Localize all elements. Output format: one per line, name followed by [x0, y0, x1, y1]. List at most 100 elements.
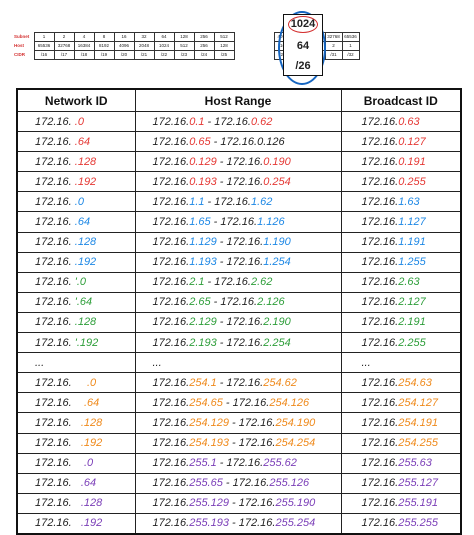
ref-cell: /21 [133, 50, 155, 60]
highlighted-value: 254.191 [398, 416, 438, 429]
table-row: 172.16. .192 172.16.1.193 - 172.16.1.254 1… [16, 251, 462, 273]
ref-row-label: CIDR [14, 52, 25, 57]
value-text: ... [361, 356, 371, 369]
value-text: 172.16. [361, 115, 399, 128]
value-text: 172.16. [35, 396, 84, 409]
host-range-cell: 172.16.255.65 - 172.16.255.126 [134, 472, 342, 494]
highlighted-value: 0.255 [398, 175, 426, 188]
broadcast-id-cell: 172.16.2.127 [340, 291, 462, 313]
highlighted-value: 0.127 [398, 135, 426, 148]
value-text: 172.16. [361, 276, 399, 289]
table-row: 172.16. .0 172.16.255.1 - 172.16.255.62 17… [16, 452, 462, 474]
value-text: 172.16. [361, 236, 399, 249]
value-text: 172.16. [35, 477, 81, 490]
value-text: 172.16. [361, 256, 399, 269]
table-row: 172.16. .192 172.16.254.193 - 172.16.254.… [16, 432, 462, 454]
broadcast-id-cell: 172.16.1.63 [340, 191, 462, 213]
highlight-oval [278, 11, 326, 85]
value-text: 172.16. [361, 416, 399, 429]
ref-row-label: Host [14, 43, 24, 48]
table-row: 172.16. .64 172.16.255.65 - 172.16.255.12… [16, 472, 462, 494]
network-id-cell: ... [16, 352, 136, 374]
value-text: - 172.16. [228, 437, 276, 450]
ref-cell: /32 [341, 50, 360, 60]
highlighted-value: 0.129 [189, 155, 217, 168]
host-range-cell: 172.16.0.129 - 172.16.0.190 [134, 151, 342, 173]
ref-cell: /24 [193, 50, 215, 60]
highlighted-value: 255.65 [189, 477, 223, 490]
table-row: 172.16. .64 172.16.1.65 - 172.16.1.126 172… [16, 211, 462, 233]
value-text: ... [152, 356, 162, 369]
highlighted-value: '.192 [74, 336, 99, 349]
value-text: 172.16. [152, 437, 190, 450]
table-row: 172.16. '.64 172.16.2.65 - 172.16.2.126 17… [16, 291, 462, 313]
broadcast-id-cell: 172.16.2.191 [340, 311, 462, 334]
highlighted-value: 1.191 [398, 236, 426, 249]
value-text: 172.16. [35, 256, 75, 269]
value-text: 172.16. [152, 477, 190, 490]
host-range-cell: 172.16.1.129 - 172.16.1.190 [134, 231, 342, 253]
value-text: - 172.16. [204, 276, 251, 289]
highlighted-value: .64 [83, 396, 100, 409]
value-text: 172.16. [152, 296, 190, 309]
highlighted-value: 254.63 [398, 376, 432, 389]
value-text: - 172.16. [210, 296, 258, 309]
highlighted-value: 254.254 [275, 437, 316, 450]
ref-cell: 65536 [33, 41, 55, 51]
highlighted-value: 255.191 [398, 497, 438, 510]
highlighted-value: .128 [80, 497, 103, 510]
highlight-cidr-value: /26 [295, 60, 311, 72]
broadcast-id-cell: 172.16.2.255 [340, 332, 462, 354]
network-id-cell: 172.16. .64 [16, 131, 136, 153]
value-text: - 172.16.0.126 [210, 135, 285, 148]
highlighted-value: 2.129 [189, 316, 217, 329]
broadcast-id-cell: 172.16.1.255 [340, 251, 462, 273]
value-text: 172.16. [152, 135, 190, 148]
network-id-cell: 172.16. .64 [16, 392, 136, 414]
value-text: 172.16. [152, 155, 190, 168]
highlighted-value: 2.126 [257, 296, 285, 309]
host-range-cell: 172.16.0.1 - 172.16.0.62 [134, 110, 342, 133]
network-id-cell: 172.16. .128 [16, 412, 136, 434]
highlighted-value: 2.193 [189, 336, 217, 349]
broadcast-id-cell: 172.16.0.255 [340, 171, 462, 193]
highlighted-value: 2.191 [398, 316, 426, 329]
highlighted-value: .128 [74, 316, 97, 329]
header-host-range: Host Range [134, 88, 342, 112]
network-id-cell: 172.16. .0 [16, 372, 136, 394]
network-id-cell: 172.16. .0 [16, 110, 136, 133]
host-range-cell: 172.16.254.1 - 172.16.254.62 [134, 372, 342, 394]
host-range-cell: 172.16.255.129 - 172.16.255.190 [134, 492, 342, 514]
subnet-reference-table: Subnet1248163264128256512409681921638432… [12, 8, 460, 85]
highlighted-value: 255.254 [275, 517, 316, 530]
highlighted-value: 1.62 [250, 195, 273, 208]
broadcast-id-cell: 172.16.1.127 [340, 211, 462, 233]
highlighted-value: 255.126 [269, 477, 310, 490]
broadcast-id-cell: 172.16.0.127 [340, 131, 462, 153]
value-text: 172.16. [152, 517, 190, 530]
broadcast-id-cell: 172.16.254.63 [340, 372, 462, 394]
table-row: 172.16. .0 172.16.0.1 - 172.16.0.62 172.16… [16, 110, 462, 133]
value-text: 172.16. [35, 497, 81, 510]
table-row: 172.16. '.0 172.16.2.1 - 172.16.2.62 172.1… [16, 271, 462, 293]
value-text: - 172.16. [228, 497, 276, 510]
ref-cell: 32768 [53, 41, 75, 51]
value-text: 172.16. [35, 115, 75, 128]
value-text: 172.16. [152, 376, 190, 389]
highlighted-value: .128 [74, 155, 97, 168]
highlighted-value: 255.1 [189, 457, 217, 470]
value-text: 172.16. [35, 517, 81, 530]
value-text: 172.16. [35, 416, 81, 429]
highlighted-value: 2.62 [250, 276, 273, 289]
ref-cell: 32 [133, 32, 155, 42]
ref-cell: /18 [73, 50, 95, 60]
value-text: - 172.16. [216, 316, 264, 329]
host-range-cell: 172.16.255.193 - 172.16.255.254 [134, 512, 342, 535]
ref-cell: /22 [153, 50, 175, 60]
table-row: 172.16. .0 172.16.1.1 - 172.16.1.62 172.16… [16, 191, 462, 213]
highlighted-value: .0 [86, 376, 97, 389]
network-id-cell: 172.16. .0 [16, 452, 136, 474]
highlighted-value: '.64 [74, 296, 93, 309]
broadcast-id-cell: ... [340, 352, 462, 374]
value-text: 172.16. [361, 457, 399, 470]
